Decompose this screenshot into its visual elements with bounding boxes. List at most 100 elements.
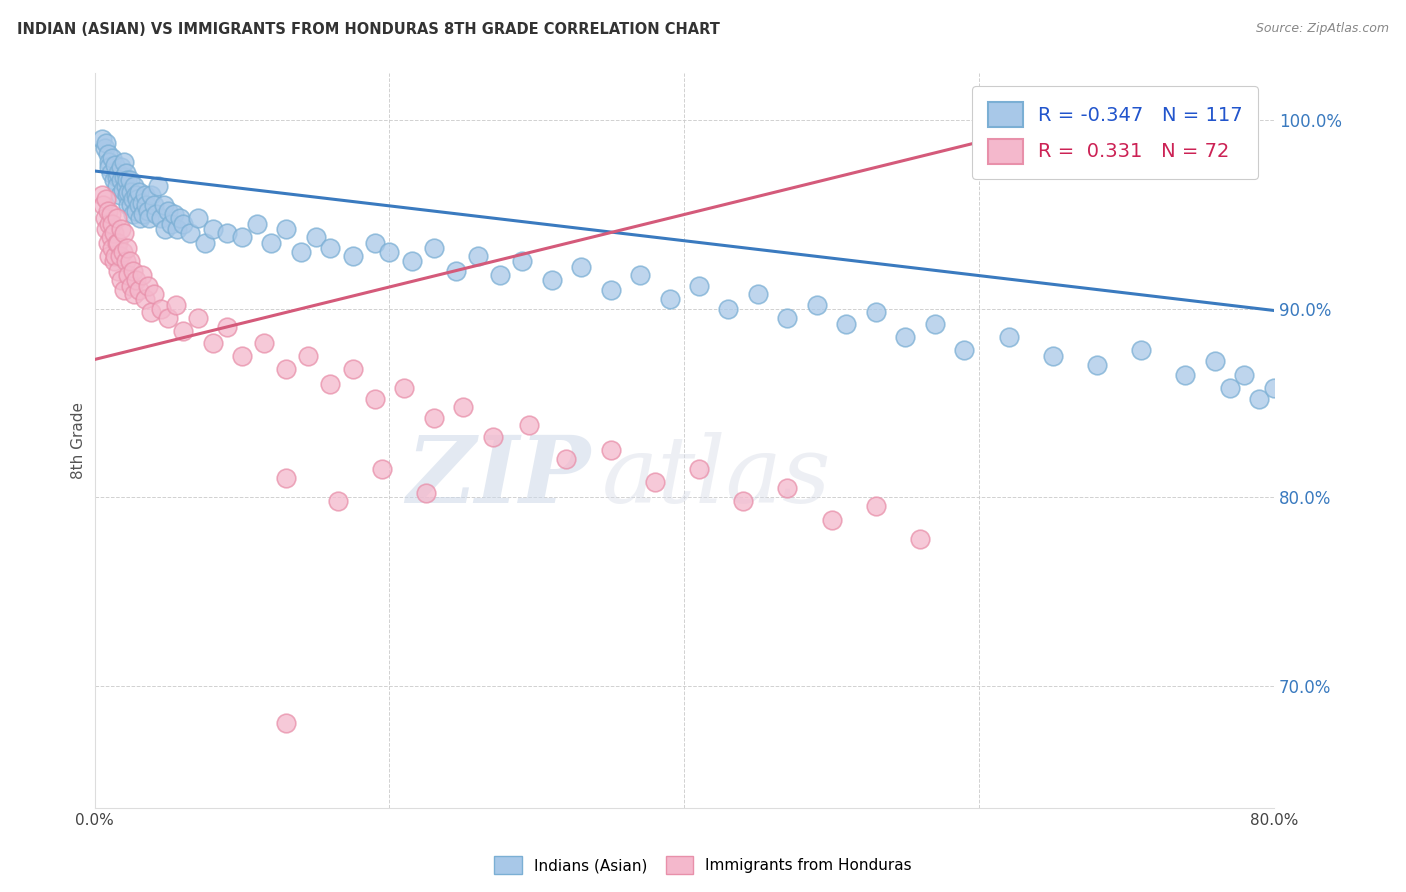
Point <box>157 311 180 326</box>
Point <box>166 222 188 236</box>
Point <box>101 241 124 255</box>
Point <box>117 185 139 199</box>
Point <box>107 235 129 250</box>
Point <box>201 222 224 236</box>
Point <box>569 260 592 274</box>
Point <box>217 226 239 240</box>
Point <box>519 418 541 433</box>
Point <box>401 254 423 268</box>
Point <box>117 268 139 282</box>
Point <box>115 173 138 187</box>
Point <box>342 249 364 263</box>
Point <box>628 268 651 282</box>
Point <box>105 211 128 226</box>
Point <box>125 188 148 202</box>
Point <box>187 211 209 226</box>
Point <box>776 481 799 495</box>
Point <box>103 254 125 268</box>
Point <box>96 192 118 206</box>
Point <box>231 230 253 244</box>
Point <box>131 196 153 211</box>
Point <box>1249 392 1271 406</box>
Point <box>100 166 122 180</box>
Point <box>894 330 917 344</box>
Point <box>415 486 437 500</box>
Point <box>1395 442 1406 457</box>
Point <box>104 158 127 172</box>
Point <box>136 279 159 293</box>
Point <box>114 254 136 268</box>
Point <box>187 311 209 326</box>
Point <box>865 500 887 514</box>
Point <box>392 381 415 395</box>
Point <box>155 222 177 236</box>
Point <box>201 335 224 350</box>
Point <box>110 273 132 287</box>
Point <box>179 226 201 240</box>
Point <box>118 173 141 187</box>
Point <box>142 286 165 301</box>
Text: ZIP: ZIP <box>406 433 591 523</box>
Text: atlas: atlas <box>602 433 831 523</box>
Point <box>165 298 187 312</box>
Point <box>105 235 128 250</box>
Point <box>821 513 844 527</box>
Point <box>120 185 142 199</box>
Point <box>114 166 136 180</box>
Point <box>260 235 283 250</box>
Point <box>111 183 134 197</box>
Point <box>146 179 169 194</box>
Point <box>908 532 931 546</box>
Point <box>127 192 149 206</box>
Point <box>806 298 828 312</box>
Point <box>489 268 512 282</box>
Point <box>172 217 194 231</box>
Point <box>128 283 150 297</box>
Point <box>599 442 621 457</box>
Point <box>444 264 467 278</box>
Point <box>97 147 120 161</box>
Point <box>953 343 976 357</box>
Point <box>138 211 160 226</box>
Point <box>128 198 150 212</box>
Point <box>163 207 186 221</box>
Point <box>93 198 115 212</box>
Point <box>1174 368 1197 382</box>
Point <box>108 249 131 263</box>
Point <box>114 179 136 194</box>
Point <box>172 324 194 338</box>
Point <box>112 283 135 297</box>
Point <box>422 411 444 425</box>
Point <box>1263 381 1285 395</box>
Point <box>555 452 578 467</box>
Point <box>717 301 740 316</box>
Point <box>688 279 710 293</box>
Point <box>111 245 134 260</box>
Point <box>120 198 142 212</box>
Point <box>98 160 121 174</box>
Point <box>297 349 319 363</box>
Point <box>253 335 276 350</box>
Point <box>91 188 114 202</box>
Point <box>342 362 364 376</box>
Point <box>149 301 172 316</box>
Point <box>276 362 298 376</box>
Point <box>231 349 253 363</box>
Point <box>104 249 127 263</box>
Point <box>112 154 135 169</box>
Point <box>1403 430 1406 444</box>
Point <box>103 173 125 187</box>
Point <box>157 203 180 218</box>
Point <box>122 192 145 206</box>
Point <box>1292 381 1315 395</box>
Point <box>422 241 444 255</box>
Point <box>139 305 162 319</box>
Point <box>467 249 489 263</box>
Legend: R = -0.347   N = 117, R =  0.331   N = 72: R = -0.347 N = 117, R = 0.331 N = 72 <box>972 87 1258 179</box>
Point <box>100 230 122 244</box>
Point <box>169 211 191 226</box>
Point <box>160 217 183 231</box>
Point <box>1336 424 1358 438</box>
Point <box>112 226 135 240</box>
Point <box>132 207 155 221</box>
